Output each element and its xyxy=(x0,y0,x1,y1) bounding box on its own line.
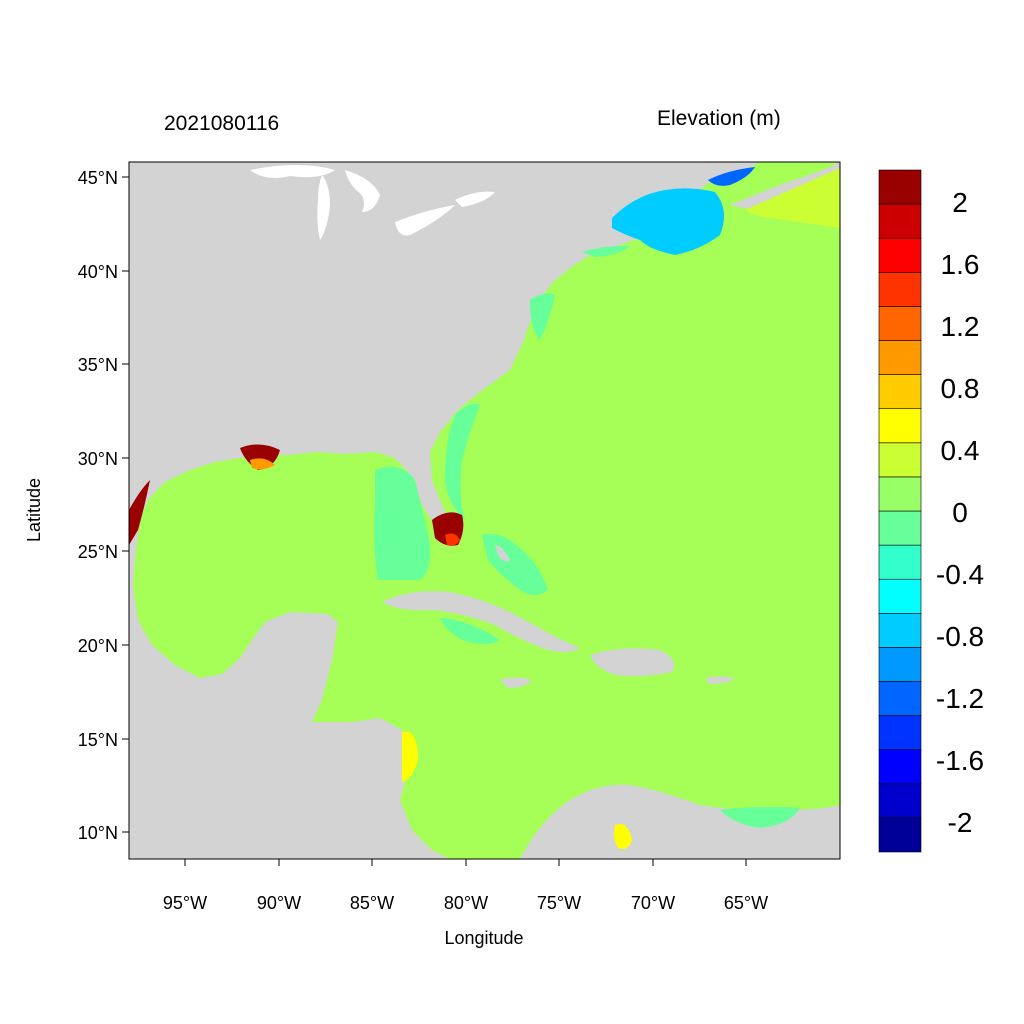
x-tick-label: 80°W xyxy=(444,893,488,913)
x-tick-label: 70°W xyxy=(631,893,675,913)
puerto-rico xyxy=(705,676,735,684)
y-axis-label: Latitude xyxy=(24,478,44,542)
lake-superior xyxy=(250,165,335,178)
west-florida-shelf xyxy=(374,466,431,580)
x-tick-label: 65°W xyxy=(724,893,768,913)
colorbar-label: 0.8 xyxy=(941,373,980,404)
long-island-water xyxy=(582,245,630,257)
colorbar-cell xyxy=(878,817,922,853)
x-axis: 95°W 90°W 85°W 80°W 75°W 70°W 65°W Longi… xyxy=(163,859,768,948)
jamaica xyxy=(500,677,532,688)
date-title: 2021080116 xyxy=(164,112,280,135)
colorbar-cell xyxy=(878,340,922,375)
colorbar-cell xyxy=(878,749,922,785)
plot-frame xyxy=(128,161,841,860)
colorbar-cell xyxy=(878,510,922,546)
colorbar-label: -2 xyxy=(948,807,973,838)
colorbar-cell xyxy=(878,237,922,273)
cuba-shelf-water xyxy=(440,618,500,644)
gulf-of-maine-water xyxy=(612,188,724,255)
colorbar-cell xyxy=(878,612,922,648)
texas-coast-surge xyxy=(129,480,150,545)
offshore-positive-ne xyxy=(745,168,840,228)
y-tick-label: 35°N xyxy=(78,355,118,375)
x-tick-label: 90°W xyxy=(257,893,301,913)
colorbar-cell xyxy=(878,271,922,307)
colorbar-cell xyxy=(878,169,922,205)
colorbar-label: -0.4 xyxy=(936,559,984,590)
y-axis: 45°N 40°N 35°N 30°N 25°N 20°N 15°N 10°N … xyxy=(24,168,129,843)
y-tick-label: 15°N xyxy=(78,730,118,750)
y-tick-label: 25°N xyxy=(78,542,118,562)
lake-huron xyxy=(345,170,380,212)
colorbar xyxy=(878,169,922,853)
colorbar-cell xyxy=(878,715,922,750)
y-tick-label: 10°N xyxy=(78,823,118,843)
mid-atlantic-water xyxy=(530,293,555,340)
florida-shelf-water xyxy=(445,403,480,520)
hispaniola xyxy=(590,648,675,676)
bahamas-island xyxy=(495,545,510,562)
colorbar-label: 0 xyxy=(952,497,968,528)
colorbar-cell xyxy=(878,681,922,716)
colorbar-label: 1.6 xyxy=(941,249,980,280)
colorbar-cell xyxy=(878,442,922,478)
lake-erie xyxy=(395,205,455,236)
y-tick-label: 20°N xyxy=(78,636,118,656)
colorbar-label: -1.2 xyxy=(936,683,984,714)
colorbar-cell xyxy=(878,783,922,819)
colorbar-label: -0.8 xyxy=(936,621,984,652)
colorbar-label: 0.4 xyxy=(941,435,980,466)
colorbar-label: 1.2 xyxy=(941,311,980,342)
x-axis-label: Longitude xyxy=(444,928,523,948)
y-tick-label: 40°N xyxy=(78,262,118,282)
colorbar-cell xyxy=(878,306,922,341)
x-tick-label: 75°W xyxy=(537,893,581,913)
land-north-america xyxy=(129,162,760,859)
y-tick-label: 30°N xyxy=(78,449,118,469)
lake-michigan xyxy=(317,175,330,240)
colorbar-cell xyxy=(878,544,922,580)
map-area xyxy=(129,162,840,859)
y-tick-label: 45°N xyxy=(78,168,118,188)
cuba xyxy=(382,591,580,653)
colorbar-cell xyxy=(878,203,922,239)
colorbar-cell xyxy=(878,476,922,512)
land-south-america xyxy=(520,784,840,859)
central-america-coast-surge xyxy=(402,731,418,782)
colorbar-cell xyxy=(878,647,922,682)
florida-surge-mid xyxy=(445,533,460,546)
variable-title: Elevation (m) xyxy=(657,107,781,130)
lake-ontario xyxy=(455,191,495,207)
colorbar-label: -1.6 xyxy=(936,745,984,776)
colorbar-cell xyxy=(878,374,922,410)
bay-of-fundy-water xyxy=(708,167,755,186)
venezuela-coast-water xyxy=(720,806,800,828)
x-tick-label: 95°W xyxy=(163,893,207,913)
colorbar-labels: 2 1.6 1.2 0.8 0.4 0 -0.4 -0.8 -1.2 -1.6 … xyxy=(936,187,984,838)
colorbar-cell xyxy=(878,408,922,444)
maracaibo-surge xyxy=(614,824,632,849)
colorbar-label: 2 xyxy=(952,187,968,218)
colorbar-cell xyxy=(878,578,922,614)
x-tick-label: 85°W xyxy=(350,893,394,913)
louisiana-surge-orange xyxy=(250,458,275,470)
